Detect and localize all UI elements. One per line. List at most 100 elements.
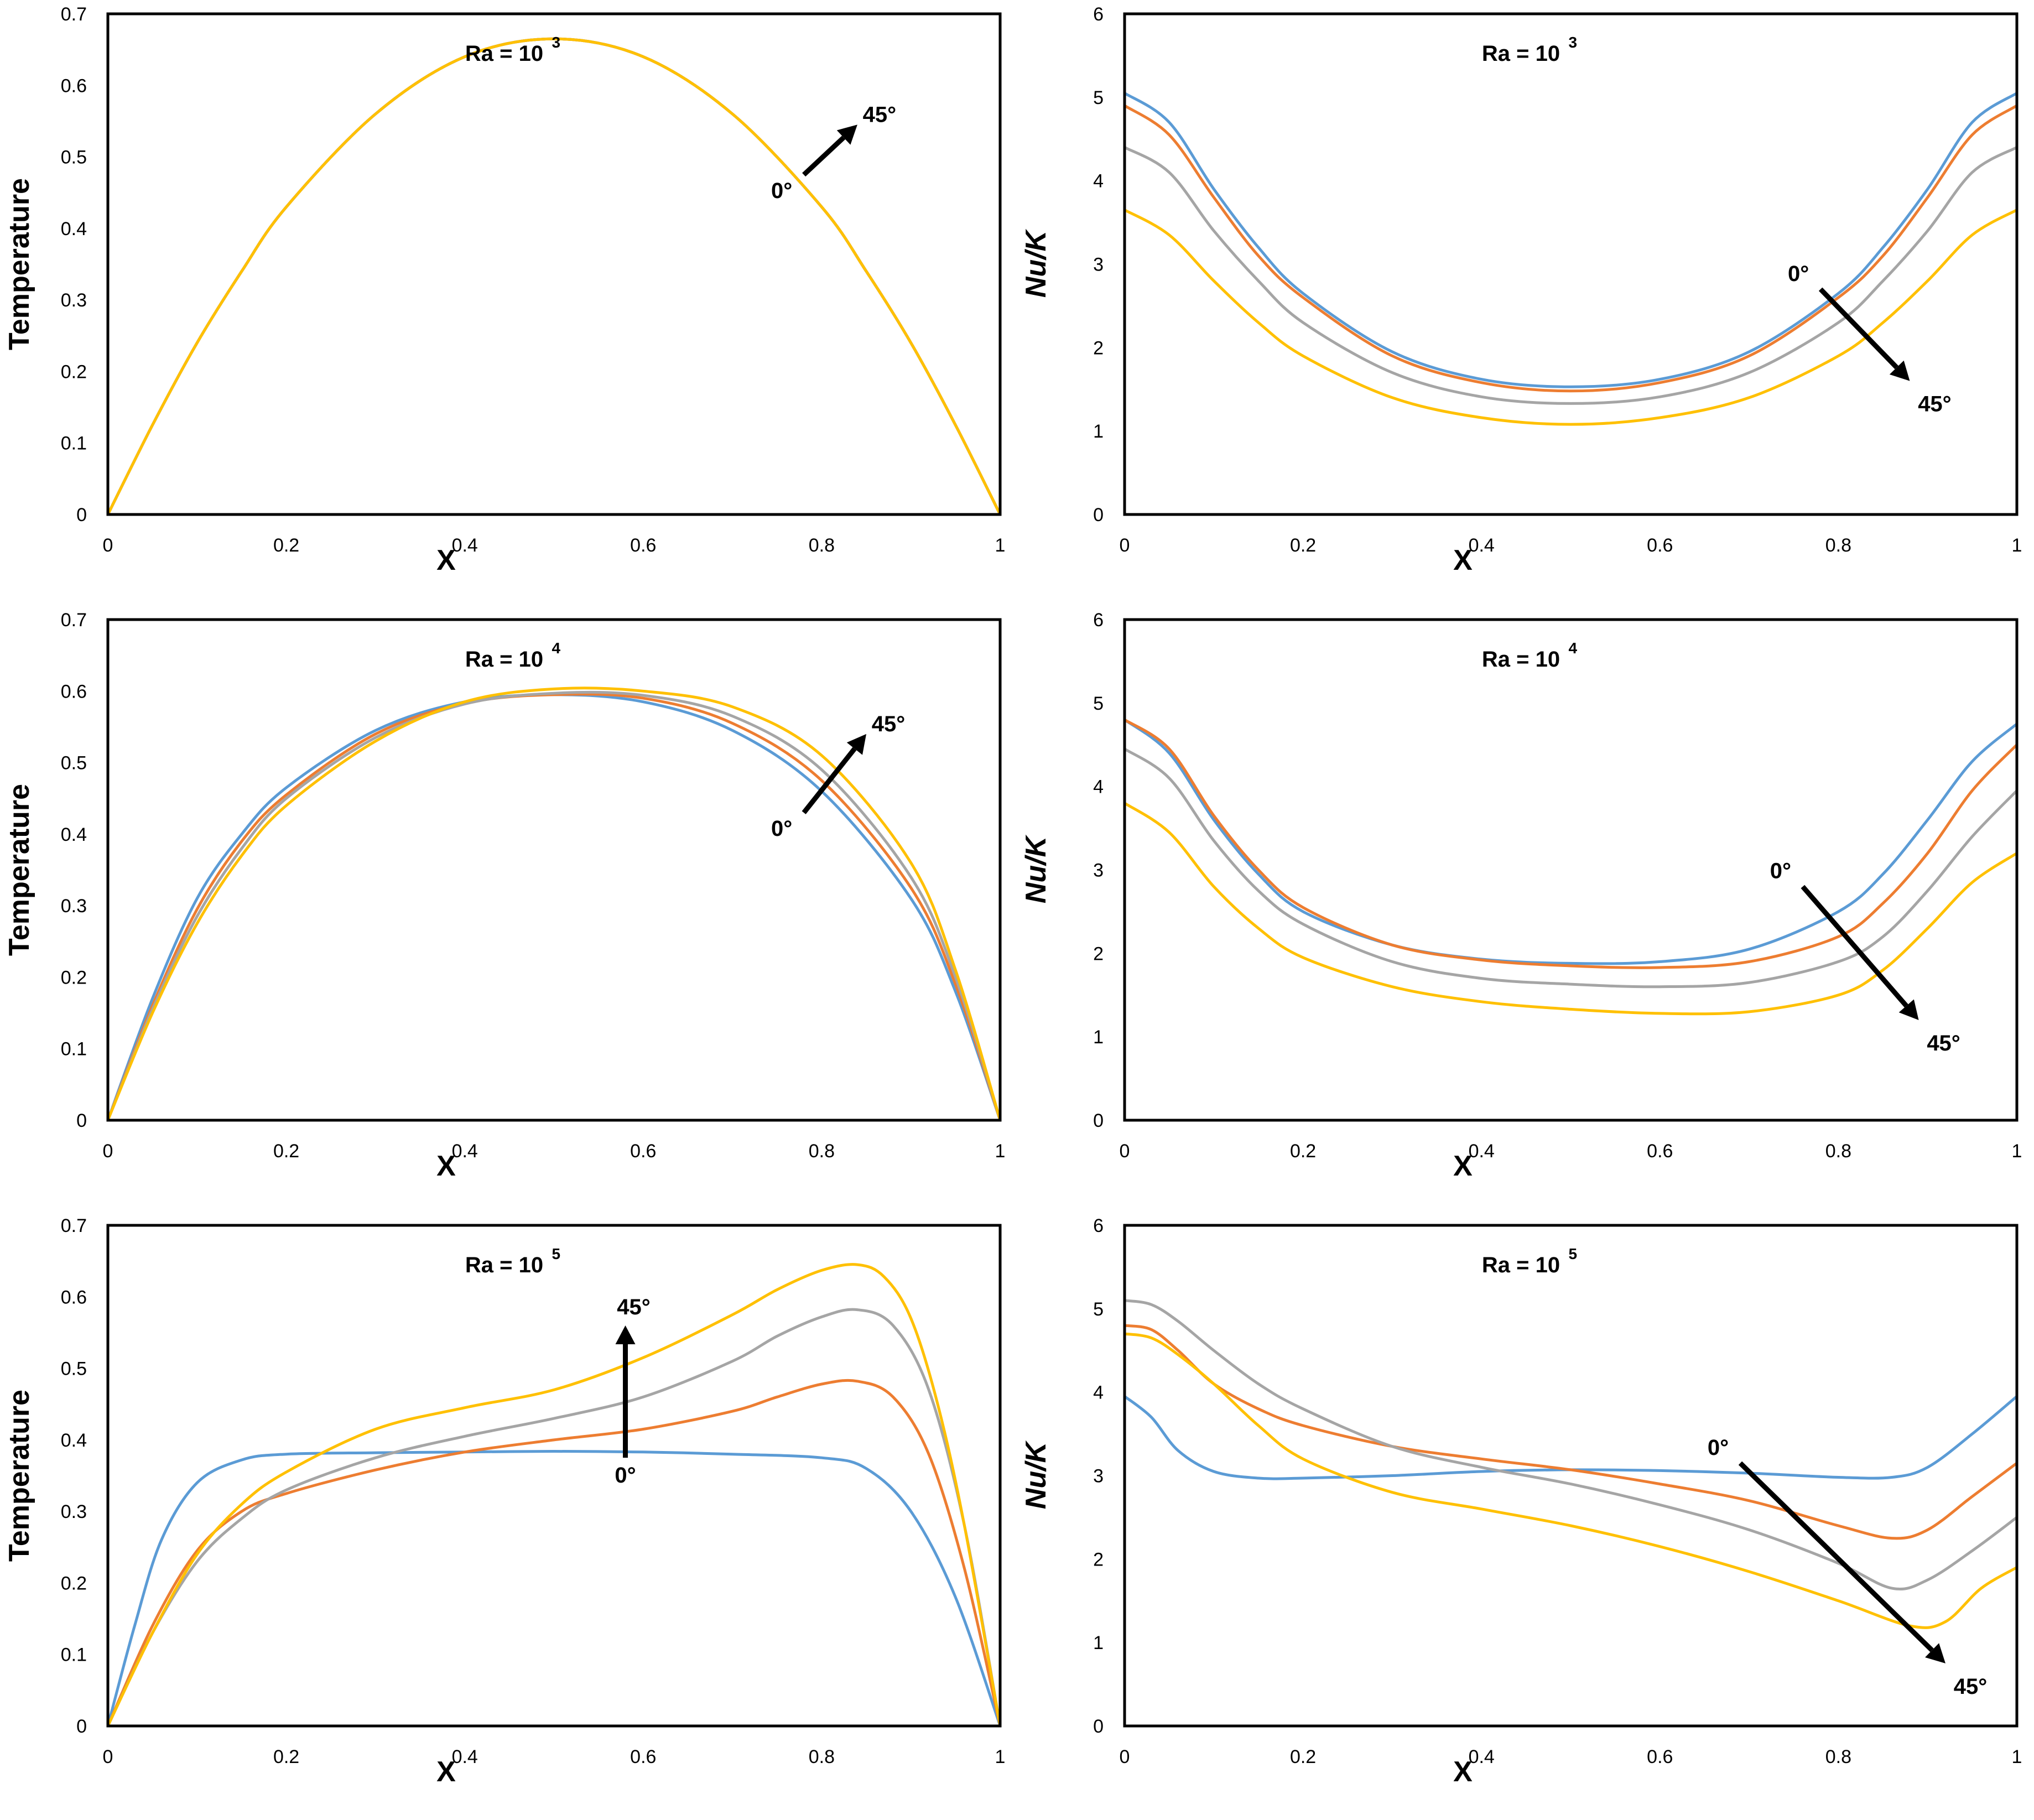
x-tick-label: 0 [103, 1746, 113, 1767]
y-tick-label: 3 [1093, 860, 1104, 881]
x-tick-label: 0.4 [1469, 535, 1495, 556]
rayleigh-exponent: 4 [552, 639, 561, 657]
rayleigh-annotation: Ra = 10 [1482, 647, 1560, 672]
y-tick-label: 0.7 [61, 4, 87, 25]
chart-svg: 0 0.1 0.2 0.3 0.4 0.5 0.6 0.7 0 0.2 0.4 0.6 0.8 1 X Tem… [3, 610, 1006, 1182]
series-line-3 [1123, 747, 2019, 989]
chart-svg: 0 1 2 3 4 5 6 0 0.2 0.4 0.6 0.8 1 X Nu/K Ra = 10 3 0° 45° [1020, 4, 2022, 576]
plot-frame [1123, 1224, 2019, 1728]
rayleigh-exponent: 5 [1569, 1245, 1578, 1262]
arrow-end-label: 45° [1918, 392, 1952, 417]
x-axis-label: X [1453, 1756, 1473, 1788]
x-tick-label: 0.6 [630, 1746, 656, 1767]
x-tick-label: 1 [2012, 1746, 2022, 1767]
x-tick-label: 0.8 [809, 535, 835, 556]
series-line-4 [1123, 802, 2019, 1016]
y-tick-label: 0 [76, 1110, 87, 1131]
y-tick-label: 0.3 [61, 896, 87, 917]
x-tick-label: 0.6 [630, 1141, 656, 1162]
y-axis-label: Temperature [3, 178, 35, 350]
y-tick-label: 4 [1093, 777, 1104, 798]
series-group [106, 687, 1002, 1122]
x-tick-label: 0.4 [1469, 1746, 1495, 1767]
chart-svg: 0 0.1 0.2 0.3 0.4 0.5 0.6 0.7 0 0.2 0.4 0.6 0.8 1 X Tem… [3, 1215, 1005, 1788]
plot-frame [1123, 12, 2019, 516]
rayleigh-exponent: 4 [1569, 639, 1578, 657]
chart-panel-2: 0 1 2 3 4 5 6 0 0.2 0.4 0.6 0.8 1 X Nu/K Ra = 10 3 0° 45° [1017, 0, 2033, 606]
chart-panel-6: 0 1 2 3 4 5 6 0 0.2 0.4 0.6 0.8 1 X Nu/K Ra = 10 5 0° 45° [1017, 1211, 2033, 1817]
x-tick-label: 1 [2012, 535, 2022, 556]
y-tick-label: 0.6 [61, 681, 87, 702]
series-line-2 [106, 1379, 1002, 1728]
x-tick-label: 0.6 [1647, 535, 1673, 556]
y-tick-label: 0.5 [61, 147, 87, 168]
trend-arrow-head [846, 734, 867, 755]
y-axis-label: Temperature [3, 784, 35, 956]
series-line-2 [1123, 104, 2019, 393]
y-tick-label: 5 [1093, 1299, 1104, 1320]
series-line-1 [1123, 718, 2019, 965]
arrow-start-label: 0° [1770, 859, 1791, 883]
rayleigh-exponent: 5 [552, 1245, 561, 1262]
x-tick-label: 0.8 [1825, 535, 1851, 556]
x-tick-label: 0.4 [1469, 1141, 1495, 1162]
series-line-2 [1123, 718, 2019, 969]
x-tick-label: 0.6 [630, 535, 656, 556]
series-line-3 [1123, 1299, 2019, 1591]
chart-panel-1: 0 0.1 0.2 0.3 0.4 0.5 0.6 0.7 0 0.2 0.4 0.6 0.8 1 X Tem… [0, 0, 1017, 606]
x-tick-label: 1 [2012, 1141, 2022, 1162]
y-axis-label: Nu/K [1020, 1440, 1052, 1509]
x-tick-label: 0.8 [809, 1746, 835, 1767]
series-line-4 [106, 1263, 1002, 1728]
y-tick-label: 0.1 [61, 433, 87, 454]
y-tick-label: 0.4 [61, 1430, 87, 1451]
y-tick-label: 0.2 [61, 1573, 87, 1594]
trend-arrow-shaft [802, 747, 857, 814]
y-axis-label: Temperature [3, 1390, 35, 1562]
x-axis-label: X [436, 1150, 456, 1182]
arrow-start-label: 0° [771, 817, 792, 841]
x-tick-label: 0.4 [452, 1141, 478, 1162]
series-line-2 [1123, 1324, 2019, 1540]
y-tick-label: 2 [1093, 943, 1104, 964]
series-line-3 [1123, 145, 2019, 405]
trend-arrow-head [615, 1325, 636, 1344]
arrow-end-label: 45° [1954, 1675, 1988, 1699]
x-axis-label: X [1453, 544, 1473, 576]
series-line-3 [106, 690, 1002, 1122]
trend-arrow-shaft [802, 136, 846, 177]
chart-panel-4: 0 1 2 3 4 5 6 0 0.2 0.4 0.6 0.8 1 X Nu/K Ra = 10 4 0° 45° [1017, 606, 2033, 1211]
x-tick-label: 0.6 [1647, 1141, 1673, 1162]
y-tick-label: 0.4 [61, 219, 87, 240]
x-tick-label: 0.2 [1290, 535, 1316, 556]
rayleigh-exponent: 3 [552, 34, 561, 51]
y-tick-label: 6 [1093, 610, 1104, 631]
trend-arrow-head [1925, 1643, 1945, 1663]
x-tick-label: 0 [1120, 535, 1130, 556]
y-tick-label: 0 [76, 1716, 87, 1737]
trend-arrow-head [836, 124, 857, 145]
plot-frame [106, 618, 1002, 1122]
y-tick-label: 0.7 [61, 1215, 87, 1236]
chart-svg: 0 1 2 3 4 5 6 0 0.2 0.4 0.6 0.8 1 X Nu/K Ra = 10 4 0° 45° [1020, 610, 2022, 1182]
x-tick-label: 0.2 [1290, 1141, 1316, 1162]
y-tick-label: 5 [1093, 87, 1104, 108]
y-axis-label: Nu/K [1020, 228, 1052, 298]
x-axis-label: X [1453, 1150, 1473, 1182]
y-tick-label: 0 [1093, 1110, 1104, 1131]
trend-arrow-head [1898, 999, 1919, 1020]
trend-arrow-shaft [1738, 1461, 1934, 1652]
x-tick-label: 0.8 [1825, 1141, 1851, 1162]
rayleigh-annotation: Ra = 10 [1482, 41, 1560, 66]
x-tick-label: 0 [1120, 1746, 1130, 1767]
y-tick-label: 0 [1093, 1716, 1104, 1737]
y-tick-label: 0.3 [61, 290, 87, 311]
y-tick-label: 0.1 [61, 1039, 87, 1060]
trend-arrow-head [1889, 360, 1910, 381]
plot-frame [106, 1224, 1002, 1728]
y-tick-label: 3 [1093, 254, 1104, 275]
y-tick-label: 0 [76, 505, 87, 526]
x-tick-label: 1 [995, 1141, 1006, 1162]
y-tick-label: 2 [1093, 1549, 1104, 1570]
y-tick-label: 3 [1093, 1466, 1104, 1487]
